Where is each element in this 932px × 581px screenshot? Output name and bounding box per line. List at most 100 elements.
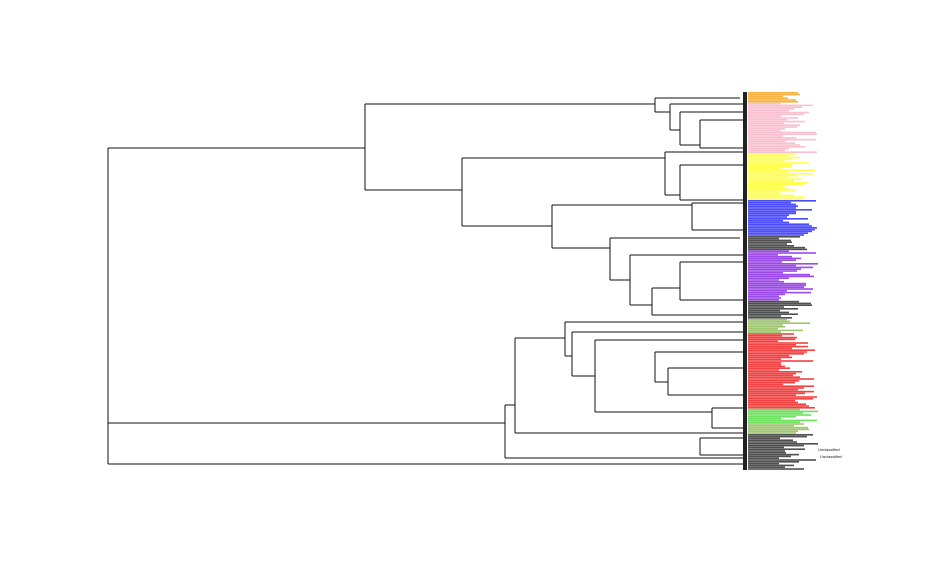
tip-mark: [748, 221, 789, 224]
tip-mark: [748, 270, 797, 272]
tip-mark: [748, 156, 800, 159]
tip-mark: [748, 437, 780, 440]
tip-mark: [748, 277, 789, 280]
tip-mark: [748, 146, 805, 148]
tip-mark: [748, 309, 780, 312]
tip-mark: [748, 219, 783, 222]
tip-mark: [748, 198, 804, 200]
tip-mark: [748, 115, 781, 118]
tip-mark: [748, 236, 800, 238]
tip-mark: [748, 255, 792, 258]
tip-mark: [748, 92, 798, 94]
tip-mark: [748, 155, 787, 157]
tip-mark: [748, 257, 801, 260]
tip-mark: [748, 272, 783, 274]
tip-mark: [748, 246, 805, 249]
tip-mark: [748, 207, 796, 209]
tip-mark: [748, 365, 785, 368]
tip-mark: [748, 462, 779, 465]
tip-mark: [748, 185, 783, 188]
tip-mark: [748, 203, 796, 206]
tip-mark: [748, 120, 805, 123]
tip-mark: [748, 335, 782, 337]
tip-mark: [748, 457, 779, 460]
tip-mark: [748, 266, 813, 269]
tip-mark: [748, 315, 781, 317]
tip-mark: [748, 227, 817, 229]
clade-green-2: [748, 408, 818, 424]
tip-mark: [748, 410, 818, 413]
tip-mark: [748, 327, 778, 330]
tip-mark: [748, 345, 808, 348]
tip-mark: [748, 245, 794, 247]
tip-mark: [748, 318, 787, 321]
tip-mark: [748, 176, 787, 179]
tip-mark: [748, 376, 800, 379]
tip-mark: [748, 455, 791, 458]
tip-mark: [748, 363, 781, 366]
tip-mark: [748, 293, 785, 296]
tip-mark: [748, 241, 792, 244]
tip-mark: [748, 340, 778, 343]
tip-mark: [748, 452, 786, 454]
tip-mark: [748, 311, 789, 314]
tip-mark: [748, 162, 809, 164]
tip-mark: [748, 356, 792, 359]
tip-mark: [748, 354, 789, 357]
tip-mark: [748, 140, 786, 143]
tip-mark: [748, 178, 802, 181]
tip-mark: [748, 135, 783, 137]
tip-mark: [748, 279, 779, 281]
tip-mark: [748, 284, 806, 287]
tip-mark: [748, 174, 797, 177]
tip-mark: [748, 165, 792, 168]
tip-mark: [748, 196, 805, 199]
tip-mark: [748, 374, 793, 377]
tip-mark: [748, 111, 809, 114]
clade-orange: [748, 92, 800, 103]
tip-mark: [748, 383, 783, 386]
tip-mark: [748, 183, 804, 186]
tip-mark: [748, 268, 801, 271]
tip-label-unclassified-2: Unclassified: [820, 454, 842, 459]
tip-mark: [748, 450, 785, 452]
tip-mark: [748, 212, 796, 215]
tip-mark: [748, 381, 795, 384]
tip-mark: [748, 426, 808, 429]
tip-mark: [748, 144, 800, 146]
tip-mark: [748, 252, 816, 254]
tip-mark: [748, 378, 814, 380]
tip-mark: [748, 128, 785, 130]
tip-mark: [748, 434, 813, 436]
clade-black-1: [748, 236, 807, 251]
tip-mark: [748, 137, 796, 139]
tip-mark: [748, 122, 784, 125]
tip-mark: [748, 113, 804, 116]
tip-mark: [748, 218, 808, 220]
tip-mark: [748, 110, 789, 112]
tip-mark: [748, 349, 815, 352]
tip-mark: [748, 243, 787, 245]
tip-mark: [748, 392, 805, 395]
clade-green-3: [748, 423, 809, 434]
tip-mark: [748, 299, 779, 301]
tip-mark: [748, 259, 796, 262]
tip-mark: [748, 353, 804, 355]
tip-mark: [748, 158, 791, 161]
tip-mark: [748, 421, 800, 424]
tip-mark: [748, 173, 813, 175]
tip-mark: [748, 93, 800, 96]
tip-mark: [748, 171, 788, 173]
tip-mark: [748, 189, 796, 191]
tip-mark: [748, 117, 798, 119]
tip-mark: [748, 333, 794, 335]
tip-mark: [748, 142, 795, 145]
tip-mark: [748, 99, 796, 101]
tip-mark: [748, 459, 816, 461]
tip-mark: [748, 201, 791, 204]
tip-mark: [748, 286, 804, 289]
tip-mark: [748, 167, 781, 170]
tip-mark: [748, 453, 799, 456]
tip-mark: [748, 297, 781, 299]
tip-label-unclassified-1: Unclassified: [818, 447, 840, 452]
